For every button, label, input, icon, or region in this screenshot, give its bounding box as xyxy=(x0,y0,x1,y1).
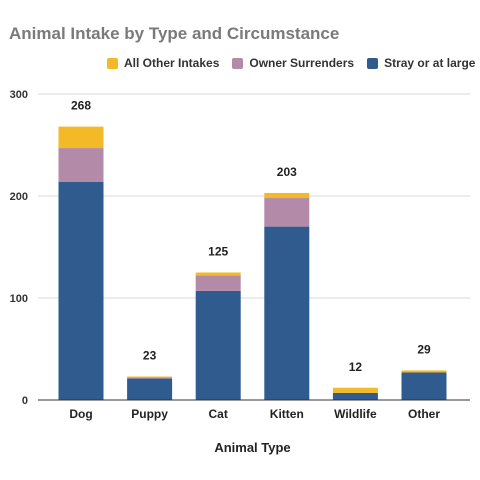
legend-item-owner-surrenders[interactable]: Owner Surrenders xyxy=(232,56,354,70)
bar-cat-owner-surrenders[interactable] xyxy=(195,275,241,291)
bar-dog-stray-or-at-large[interactable] xyxy=(58,181,104,400)
bar-dog-all-other-intakes[interactable] xyxy=(58,126,104,149)
bars xyxy=(58,126,447,400)
bar-dog-owner-surrenders[interactable] xyxy=(58,148,104,182)
bar-other-stray-or-at-large[interactable] xyxy=(401,372,447,400)
data-labels: 268 23 125 203 12 29 xyxy=(71,99,431,374)
bar-other-all-other-intakes[interactable] xyxy=(401,370,447,373)
bar-puppy-owner-surrenders[interactable] xyxy=(127,377,173,379)
y-tick-label-300: 300 xyxy=(10,89,28,101)
legend-swatch-stray-or-at-large xyxy=(367,57,379,69)
axes: 0 100 200 300 Dog Puppy Cat Kitten Wildlife Other xyxy=(10,89,470,421)
data-label-wildlife: 12 xyxy=(349,360,363,374)
legend-label-stray-or-at-large: Stray or at large xyxy=(384,56,476,70)
bar-puppy-all-other-intakes[interactable] xyxy=(127,376,173,378)
bar-kitten-owner-surrenders[interactable] xyxy=(264,198,310,227)
data-label-kitten: 203 xyxy=(277,165,297,179)
bar-cat-all-other-intakes[interactable] xyxy=(195,272,241,276)
legend-label-all-other-intakes: All Other Intakes xyxy=(124,56,220,70)
legend-swatch-all-other-intakes xyxy=(107,57,118,69)
bar-cat-stray-or-at-large[interactable] xyxy=(195,290,241,400)
y-tick-label-0: 0 xyxy=(22,395,28,407)
legend-label-owner-surrenders: Owner Surrenders xyxy=(249,56,355,70)
legend: All Other Intakes Owner Surrenders Stray… xyxy=(107,56,480,70)
x-tick-label-dog: Dog xyxy=(69,407,92,421)
bar-kitten-stray-or-at-large[interactable] xyxy=(264,226,310,400)
legend-item-all-other-intakes[interactable]: All Other Intakes xyxy=(107,56,219,70)
bar-kitten-all-other-intakes[interactable] xyxy=(264,192,310,199)
y-tick-label-100: 100 xyxy=(10,293,28,305)
data-label-dog: 268 xyxy=(71,99,91,113)
x-axis-label: Animal Type xyxy=(214,440,291,455)
x-tick-label-kitten: Kitten xyxy=(270,407,304,421)
bar-wildlife-all-other-intakes[interactable] xyxy=(332,387,378,393)
legend-item-stray-or-at-large[interactable]: Stray or at large xyxy=(367,56,475,70)
bar-wildlife-stray-or-at-large[interactable] xyxy=(332,392,378,400)
x-tick-label-wildlife: Wildlife xyxy=(334,407,377,421)
data-label-puppy: 23 xyxy=(143,349,157,363)
bar-puppy-stray-or-at-large[interactable] xyxy=(127,378,173,400)
x-tick-label-other: Other xyxy=(408,407,440,421)
x-tick-label-puppy: Puppy xyxy=(131,407,168,421)
grid-lines xyxy=(38,93,470,299)
chart-title: Animal Intake by Type and Circumstance xyxy=(9,24,340,43)
data-label-other: 29 xyxy=(417,342,431,356)
y-tick-label-200: 200 xyxy=(10,191,28,203)
data-label-cat: 125 xyxy=(208,245,228,259)
x-tick-label-cat: Cat xyxy=(209,407,228,421)
legend-swatch-owner-surrenders xyxy=(232,57,244,69)
